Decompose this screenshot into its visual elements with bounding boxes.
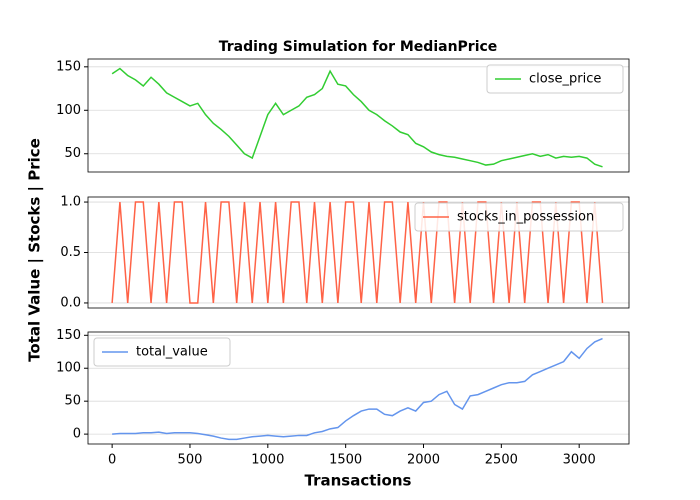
x-tick-label: 500 xyxy=(178,453,203,468)
y-axis-label: Total Value | Stocks | Price xyxy=(26,138,45,362)
y-tick-label: 150 xyxy=(56,59,81,74)
legend-box xyxy=(486,64,624,94)
y-tick-label: 50 xyxy=(64,146,81,161)
legend-box xyxy=(414,202,624,232)
x-tick-label: 3000 xyxy=(563,453,596,468)
x-tick-label: 1000 xyxy=(251,453,284,468)
y-tick-label: 0.0 xyxy=(60,295,81,310)
x-tick-label: 1500 xyxy=(329,453,362,468)
legend-label: close_price xyxy=(529,72,601,87)
y-tick-label: 0.5 xyxy=(60,245,81,260)
data-line xyxy=(112,337,603,441)
x-axis-label: Transactions xyxy=(305,472,412,490)
y-tick-label: 100 xyxy=(56,361,81,376)
data-line xyxy=(111,201,604,304)
legend-label: total_value xyxy=(136,345,208,360)
y-tick-label: 100 xyxy=(56,103,81,118)
axes-frame xyxy=(87,58,630,173)
axes-frame xyxy=(87,196,630,309)
legend-label: stocks_in_possession xyxy=(457,210,594,225)
y-tick-label: 150 xyxy=(56,328,81,343)
x-tick-label: 0 xyxy=(108,453,116,468)
legend-box xyxy=(93,337,231,367)
y-tick-label: 50 xyxy=(64,394,81,409)
x-tick-label: 2000 xyxy=(407,453,440,468)
y-tick-label: 0 xyxy=(73,427,81,442)
x-tick-label: 2500 xyxy=(485,453,518,468)
axes-frame xyxy=(87,331,630,445)
data-line xyxy=(111,67,603,168)
chart-title: Trading Simulation for MedianPrice xyxy=(219,39,498,55)
y-tick-label: 1.0 xyxy=(60,195,81,210)
